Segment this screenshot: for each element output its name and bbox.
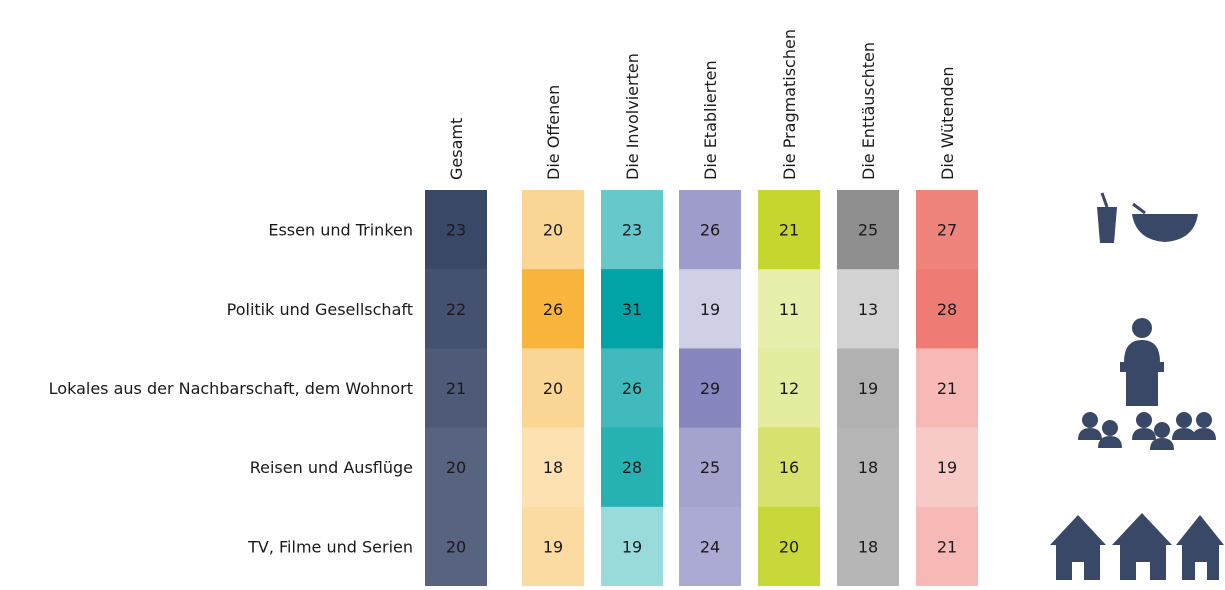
- cell-value: 18: [858, 458, 878, 477]
- cell: [522, 348, 584, 429]
- row-label: TV, Filme und Serien: [247, 537, 413, 556]
- cell: [837, 506, 899, 587]
- cell: [837, 269, 899, 349]
- cell: [679, 269, 741, 349]
- cell-value: 16: [779, 458, 799, 477]
- cell-value: 23: [446, 221, 466, 240]
- cell-value: 25: [700, 458, 720, 477]
- cell-value: 19: [622, 537, 642, 556]
- cell: [916, 269, 978, 349]
- cell-value: 21: [446, 379, 466, 398]
- cell-value: 26: [700, 221, 720, 240]
- cell: [522, 269, 584, 349]
- cell: [601, 269, 663, 349]
- cell-value: 19: [937, 458, 957, 477]
- cell: [601, 190, 663, 270]
- cell-value: 26: [543, 300, 563, 319]
- cell-value: 20: [446, 537, 466, 556]
- column-header: Die Enttäuschten: [859, 42, 878, 180]
- cell: [425, 427, 487, 508]
- cell-value: 31: [622, 300, 642, 319]
- cell: [679, 506, 741, 587]
- cell-value: 28: [937, 300, 957, 319]
- cell-value: 19: [543, 537, 563, 556]
- cell: [679, 190, 741, 270]
- cell-value: 21: [937, 537, 957, 556]
- cell-value: 19: [700, 300, 720, 319]
- cell: [837, 190, 899, 270]
- cell: [679, 427, 741, 508]
- cell: [601, 348, 663, 429]
- cell: [601, 427, 663, 508]
- column-header: Die Pragmatischen: [780, 29, 799, 180]
- cell-value: 28: [622, 458, 642, 477]
- cell-value: 29: [700, 379, 720, 398]
- cell: [837, 427, 899, 508]
- cell-value: 18: [858, 537, 878, 556]
- cell-value: 20: [446, 458, 466, 477]
- cell: [601, 506, 663, 587]
- row-label: Essen und Trinken: [268, 221, 413, 240]
- cell-value: 21: [779, 221, 799, 240]
- cell-value: 24: [700, 537, 720, 556]
- icon-houses: [1050, 513, 1224, 580]
- row-label: Lokales aus der Nachbarschaft, dem Wohno…: [49, 379, 413, 398]
- cell-value: 22: [446, 300, 466, 319]
- cell: [758, 348, 820, 429]
- cell: [522, 427, 584, 508]
- column-header: Die Offenen: [544, 85, 563, 180]
- cell-value: 11: [779, 300, 799, 319]
- cell: [916, 348, 978, 429]
- cell-value: 21: [937, 379, 957, 398]
- cell: [758, 190, 820, 270]
- cell: [916, 190, 978, 270]
- cell: [758, 427, 820, 508]
- column-header: Gesamt: [447, 118, 466, 180]
- cell-value: 19: [858, 379, 878, 398]
- cell-value: 12: [779, 379, 799, 398]
- row-label: Reisen und Ausflüge: [250, 458, 413, 477]
- cell: [758, 269, 820, 349]
- cell-value: 25: [858, 221, 878, 240]
- cell-value: 26: [622, 379, 642, 398]
- cell: [837, 348, 899, 429]
- cell: [425, 348, 487, 429]
- cell-value: 23: [622, 221, 642, 240]
- column-header: Die Involvierten: [623, 53, 642, 180]
- cell: [425, 269, 487, 349]
- cell: [679, 348, 741, 429]
- cell: [916, 427, 978, 508]
- cell-value: 20: [779, 537, 799, 556]
- cell-value: 13: [858, 300, 878, 319]
- cell: [425, 190, 487, 270]
- icon-politics: [1078, 318, 1216, 450]
- column-header: Die Wütenden: [938, 67, 957, 180]
- cell-value: 20: [543, 379, 563, 398]
- cell: [758, 506, 820, 587]
- cell-value: 18: [543, 458, 563, 477]
- cell: [916, 506, 978, 587]
- column-header: Die Etablierten: [701, 60, 720, 180]
- icon-food: [1097, 192, 1198, 243]
- cell: [522, 506, 584, 587]
- row-label: Politik und Gesellschaft: [227, 300, 413, 319]
- cell-value: 27: [937, 221, 957, 240]
- cell: [425, 506, 487, 587]
- cell: [522, 190, 584, 270]
- cell-value: 20: [543, 221, 563, 240]
